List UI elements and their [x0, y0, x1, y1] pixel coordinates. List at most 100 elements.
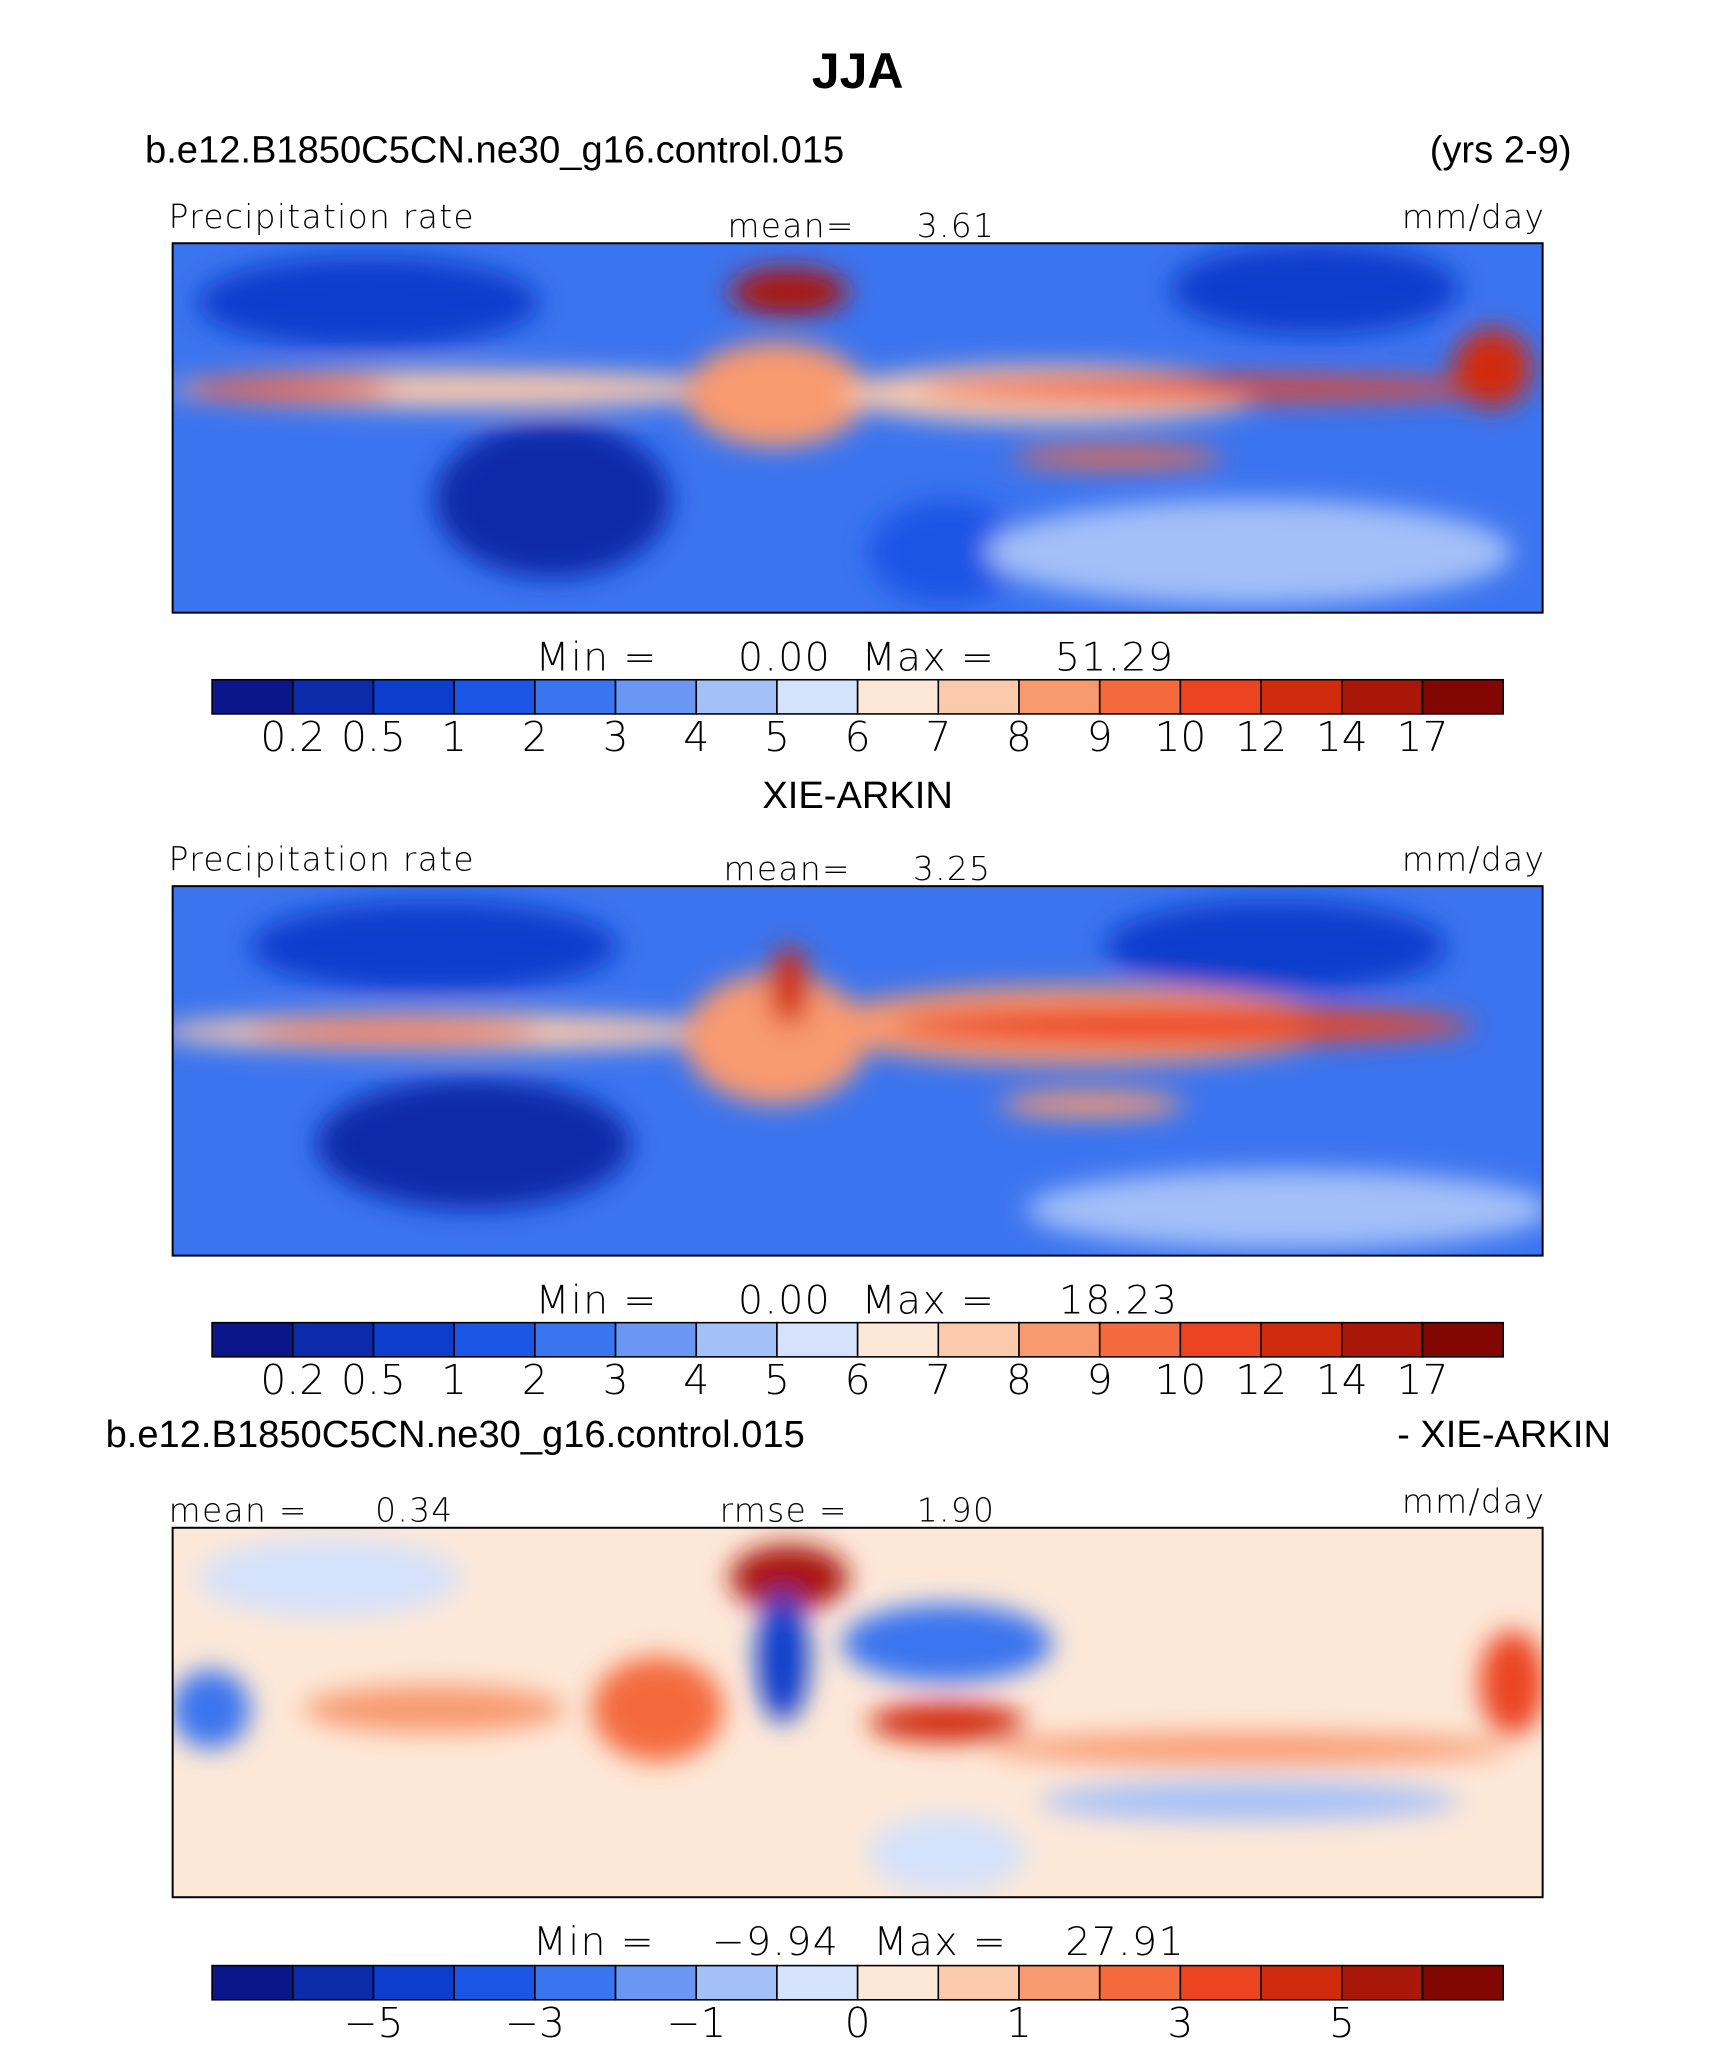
map-frame: [171, 885, 1544, 1257]
colorbar-box: [1098, 1321, 1182, 1358]
colorbar-box: [1421, 678, 1504, 715]
colorbar-label: 3: [1167, 1999, 1193, 2047]
center-label: mean=: [727, 206, 854, 245]
colorbar-box: [453, 1321, 536, 1358]
left-value: 0.34: [375, 1490, 453, 1529]
colorbar-box: [372, 1321, 455, 1358]
colorbar-label: 14: [1316, 1356, 1368, 1404]
colorbar-box: [1098, 1964, 1182, 2001]
map: [172, 886, 1543, 1256]
map: [172, 1527, 1543, 1898]
colorbar-label: 10: [1154, 1356, 1206, 1404]
colorbar-box: [614, 678, 698, 715]
colorbar-box: [1260, 678, 1343, 715]
colorbar-label: 1: [441, 1356, 467, 1404]
colorbar-box: [534, 1964, 617, 2001]
map: [172, 243, 1543, 613]
colorbar-label: 17: [1397, 713, 1449, 761]
colorbar-label: 3: [603, 713, 629, 761]
colorbar-label: 8: [1006, 1356, 1032, 1404]
colorbar-box: [291, 678, 375, 715]
case-title: XIE-ARKIN: [762, 774, 953, 817]
max-value: 18.23: [1059, 1277, 1178, 1323]
colorbar-box: [1341, 1964, 1424, 2001]
map-frame: [171, 1526, 1544, 1899]
colorbar: 0.2 0.5 1 2 3 4 5 6 7 8 9 10 12 14 17: [211, 1321, 1504, 1404]
colorbar-label: 5: [764, 1356, 790, 1404]
colorbar-label: 6: [845, 713, 871, 761]
colorbar-box: [1341, 678, 1424, 715]
min-value: −9.94: [712, 1919, 839, 1965]
colorbar: 0.2 0.5 1 2 3 4 5 6 7 8 9 10 12 14 17: [211, 678, 1504, 761]
colorbar-box: [1018, 1964, 1101, 2001]
colorbar-box: [937, 1964, 1020, 2001]
colorbar-box: [614, 1964, 698, 2001]
colorbar-label: 0: [845, 1999, 871, 2047]
center-value: 3.61: [917, 206, 995, 245]
colorbar-box: [695, 1321, 778, 1358]
units: mm/day: [1402, 197, 1545, 236]
colorbar-box: [291, 1964, 375, 2001]
colorbar-label: 12: [1235, 1356, 1287, 1404]
colorbar-label: 14: [1316, 713, 1368, 761]
colorbar-label: 1: [441, 713, 467, 761]
colorbar-label: 3: [603, 1356, 629, 1404]
colorbar-box: [856, 678, 940, 715]
colorbar-label: −1: [666, 1999, 726, 2047]
colorbar-label: 7: [925, 1356, 951, 1404]
colorbar-label: 0.2: [260, 1356, 325, 1404]
colorbar-box: [1260, 1964, 1343, 2001]
colorbar-box: [372, 1964, 455, 2001]
max-value: 51.29: [1055, 635, 1174, 681]
colorbar-label: 12: [1235, 713, 1287, 761]
colorbar-box: [534, 1321, 617, 1358]
years: (yrs 2-9): [1430, 129, 1572, 172]
colorbar-label: 9: [1087, 1356, 1113, 1404]
left-label: mean =: [169, 1490, 308, 1529]
colorbar-box: [291, 1321, 375, 1358]
colorbar-box: [453, 678, 536, 715]
figure-title: JJA: [812, 43, 904, 99]
max-label: Max =: [862, 635, 996, 681]
colorbar-box: [1421, 1321, 1504, 1358]
case-title: b.e12.B1850C5CN.ne30_g16.control.015: [145, 129, 844, 172]
center-value: 1.90: [917, 1490, 995, 1529]
colorbar-label: 2: [522, 1356, 548, 1404]
colorbar-box: [372, 678, 455, 715]
colorbar-label: 7: [925, 713, 951, 761]
map-frame: [171, 242, 1544, 614]
min-label: Min =: [536, 1277, 658, 1323]
colorbar-label: 10: [1154, 713, 1206, 761]
colorbar-box: [534, 678, 617, 715]
colorbar-box: [211, 1321, 294, 1358]
colorbar-label: 17: [1397, 1356, 1449, 1404]
colorbar-box: [856, 1321, 940, 1358]
min-label: Min =: [533, 1919, 655, 1965]
min-value: 0.00: [738, 635, 831, 681]
case-title: b.e12.B1850C5CN.ne30_g16.control.015: [106, 1413, 805, 1456]
colorbar-label: 5: [1329, 1999, 1355, 2047]
units: mm/day: [1402, 1481, 1545, 1520]
colorbar: −5 −3 −1 0 1 3 5: [211, 1964, 1504, 2047]
colorbar-label: 4: [683, 1356, 709, 1404]
colorbar-box: [1421, 1964, 1504, 2001]
colorbar-label: 0.5: [341, 713, 406, 761]
colorbar-label: 0.5: [341, 1356, 406, 1404]
center-label: rmse =: [720, 1490, 848, 1529]
colorbar-box: [1341, 1321, 1424, 1358]
colorbar-box: [937, 1321, 1020, 1358]
colorbar-box: [1179, 1964, 1262, 2001]
left-label: Precipitation rate: [169, 840, 475, 879]
colorbar-box: [695, 678, 778, 715]
colorbar-label: 6: [845, 1356, 871, 1404]
colorbar-box: [856, 1964, 940, 2001]
colorbar-box: [211, 678, 294, 715]
max-label: Max =: [862, 1277, 996, 1323]
colorbar-label: −5: [343, 1999, 403, 2047]
min-label: Min =: [536, 635, 658, 681]
center-label: mean=: [724, 849, 851, 888]
colorbar-box: [211, 1964, 294, 2001]
colorbar-box: [1018, 1321, 1101, 1358]
